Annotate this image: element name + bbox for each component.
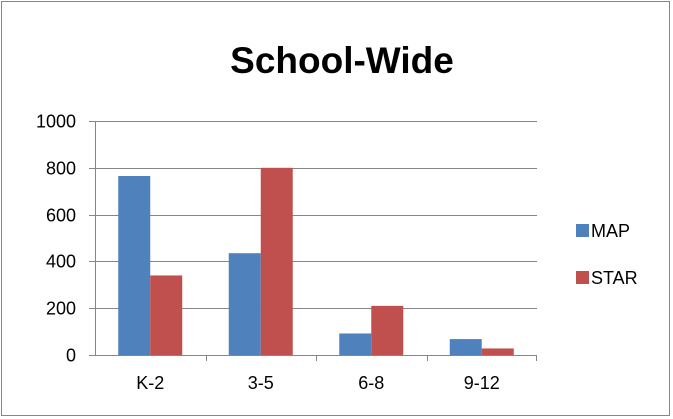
bar-star-9-12 [481,348,514,355]
y-tick-label: 800 [46,159,76,179]
bar-star-k-2 [150,275,183,355]
bar-map-k-2 [118,175,151,355]
bar-map-3-5 [228,253,261,355]
bar-map-9-12 [449,339,482,355]
bar-star-3-5 [260,167,293,355]
chart-title: School-Wide [230,40,454,81]
y-tick-label: 0 [66,346,76,366]
y-tick-label: 200 [46,299,76,319]
x-tick-label: 6-8 [358,373,384,393]
legend: MAP STAR [576,221,638,288]
y-tick-label: 400 [46,252,76,272]
legend-label-map: MAP [591,221,630,241]
x-tick-label: 9-12 [464,373,500,393]
bar-star-6-8 [371,305,404,355]
bars [118,167,514,355]
y-tick-label: 600 [46,206,76,226]
legend-swatch-map [576,224,589,237]
y-tick-label: 1000 [36,112,76,132]
legend-swatch-star [576,271,589,284]
x-axis: K-2 3-5 6-8 9-12 [95,355,537,393]
x-tick-label: K-2 [136,373,164,393]
y-axis: 0 200 400 600 800 1000 [36,112,96,366]
legend-label-star: STAR [591,268,638,288]
x-tick-label: 3-5 [248,373,274,393]
bar-map-6-8 [339,333,372,355]
